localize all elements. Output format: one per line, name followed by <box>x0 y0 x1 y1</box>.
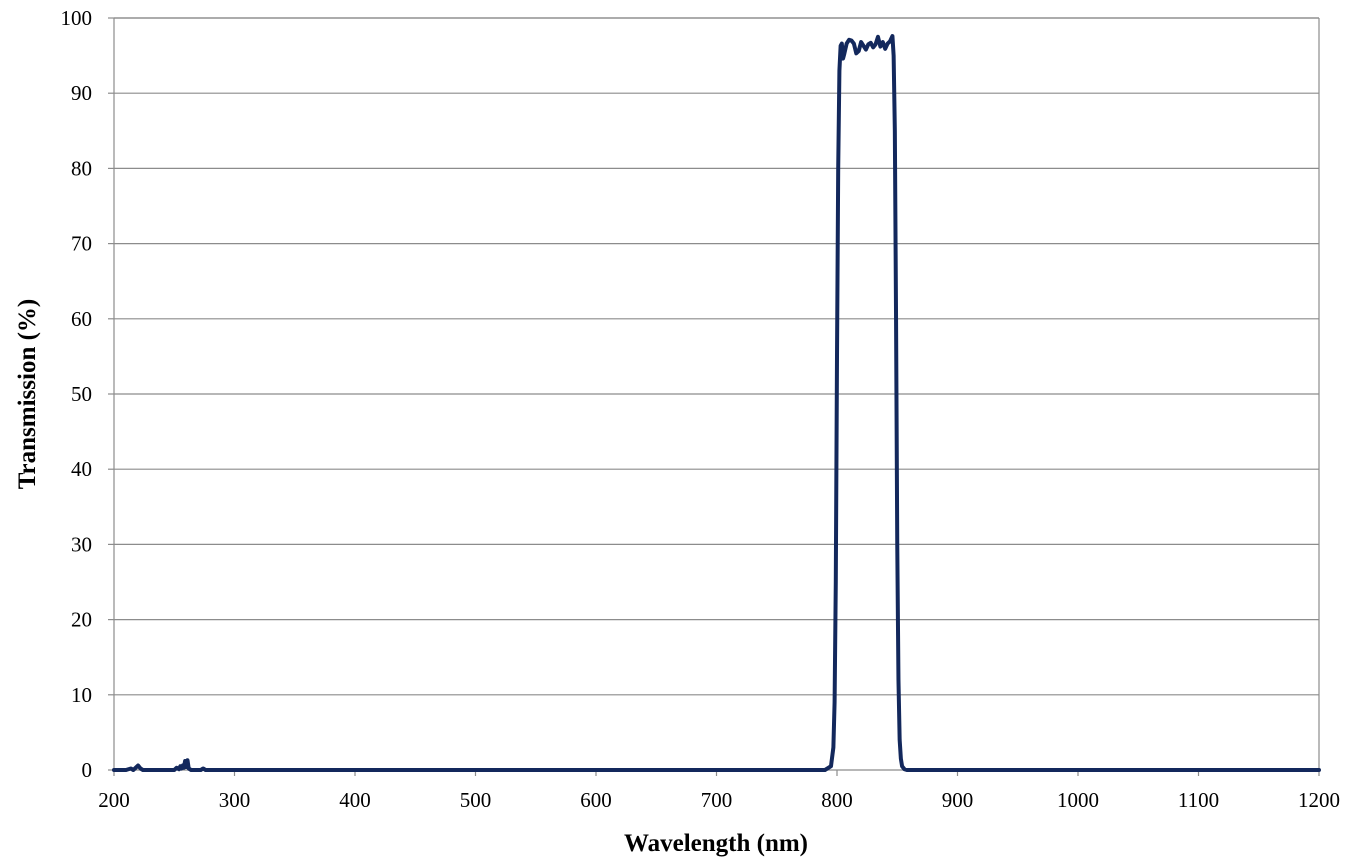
series-layer <box>112 34 1321 772</box>
x-tick-label: 1200 <box>1298 788 1340 812</box>
x-tick-label: 400 <box>339 788 371 812</box>
y-tick-label: 100 <box>61 6 93 30</box>
y-tick-label: 70 <box>71 232 92 256</box>
x-tick-label: 800 <box>821 788 853 812</box>
y-tick-label: 40 <box>71 457 92 481</box>
y-tick-label: 20 <box>71 608 92 632</box>
x-tick-label: 900 <box>942 788 974 812</box>
y-tick-label: 90 <box>71 81 92 105</box>
x-tick-label: 200 <box>98 788 130 812</box>
x-axis-title: Wavelength (nm) <box>624 830 808 857</box>
x-tick-label: 500 <box>460 788 492 812</box>
y-tick-label: 30 <box>71 532 92 556</box>
y-tick-label: 80 <box>71 156 92 180</box>
x-tick-label: 1000 <box>1057 788 1099 812</box>
tick-labels: 200 300 400 500 600 700 800 900 1000 1100 1200 0 10 2… <box>61 6 1341 812</box>
x-tick-label: 1100 <box>1178 788 1219 812</box>
grid-layer <box>114 17 1319 696</box>
x-tick-label: 300 <box>219 788 251 812</box>
x-tick-label: 700 <box>701 788 733 812</box>
transmission-series-line <box>112 34 1321 772</box>
x-tick-label: 600 <box>580 788 612 812</box>
y-tick-label: 60 <box>71 307 92 331</box>
y-tick-label: 10 <box>71 683 92 707</box>
axes-layer <box>108 17 1320 776</box>
y-tick-label: 50 <box>71 382 92 406</box>
y-axis-title: Transmission (%) <box>14 299 41 490</box>
y-tick-label: 0 <box>82 758 93 782</box>
